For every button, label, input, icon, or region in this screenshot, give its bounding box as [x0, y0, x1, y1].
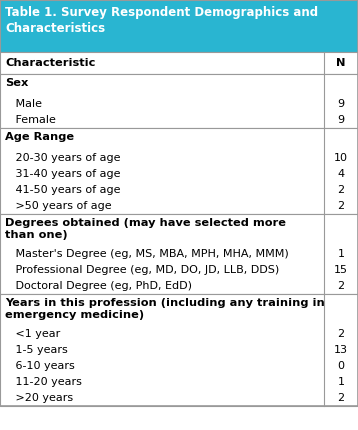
Text: 1: 1 [338, 249, 344, 259]
Text: 15: 15 [334, 265, 348, 275]
Text: Table 1. Survey Respondent Demographics and
Characteristics: Table 1. Survey Respondent Demographics … [5, 6, 318, 36]
Text: 31-40 years of age: 31-40 years of age [5, 169, 121, 179]
Text: >20 years: >20 years [5, 393, 73, 403]
Text: Professional Degree (eg, MD, DO, JD, LLB, DDS): Professional Degree (eg, MD, DO, JD, LLB… [5, 265, 279, 275]
Text: 41-50 years of age: 41-50 years of age [5, 185, 121, 195]
Text: 11-20 years: 11-20 years [5, 377, 82, 387]
Text: 2: 2 [338, 185, 344, 195]
Text: 10: 10 [334, 153, 348, 163]
Text: 1: 1 [338, 377, 344, 387]
Text: 1-5 years: 1-5 years [5, 345, 68, 355]
Text: 2: 2 [338, 201, 344, 211]
Text: 6-10 years: 6-10 years [5, 361, 75, 371]
Text: 2: 2 [338, 281, 344, 291]
Bar [0, 52, 358, 74]
Text: Degrees obtained (may have selected more
than one): Degrees obtained (may have selected more… [5, 218, 286, 240]
Bar [0, 214, 358, 294]
Text: Female: Female [5, 115, 56, 125]
Text: 0: 0 [338, 361, 344, 371]
Bar [0, 128, 358, 214]
Text: 9: 9 [338, 99, 344, 109]
Text: Male: Male [5, 99, 42, 109]
Text: 13: 13 [334, 345, 348, 355]
Bar [0, 294, 358, 406]
Text: 4: 4 [338, 169, 344, 179]
Bar [0, 0, 358, 52]
Text: >50 years of age: >50 years of age [5, 201, 112, 211]
Text: N: N [336, 58, 346, 68]
Text: <1 year: <1 year [5, 329, 60, 339]
Text: Sex: Sex [5, 78, 28, 88]
Text: 2: 2 [338, 393, 344, 403]
Text: 9: 9 [338, 115, 344, 125]
Bar [0, 74, 358, 128]
Text: Doctoral Degree (eg, PhD, EdD): Doctoral Degree (eg, PhD, EdD) [5, 281, 192, 291]
Text: Master's Degree (eg, MS, MBA, MPH, MHA, MMM): Master's Degree (eg, MS, MBA, MPH, MHA, … [5, 249, 289, 259]
Text: Age Range: Age Range [5, 132, 74, 142]
Text: 20-30 years of age: 20-30 years of age [5, 153, 121, 163]
Text: 2: 2 [338, 329, 344, 339]
Text: Years in this profession (including any training in
emergency medicine): Years in this profession (including any … [5, 298, 325, 320]
Text: Characteristic: Characteristic [5, 58, 95, 68]
